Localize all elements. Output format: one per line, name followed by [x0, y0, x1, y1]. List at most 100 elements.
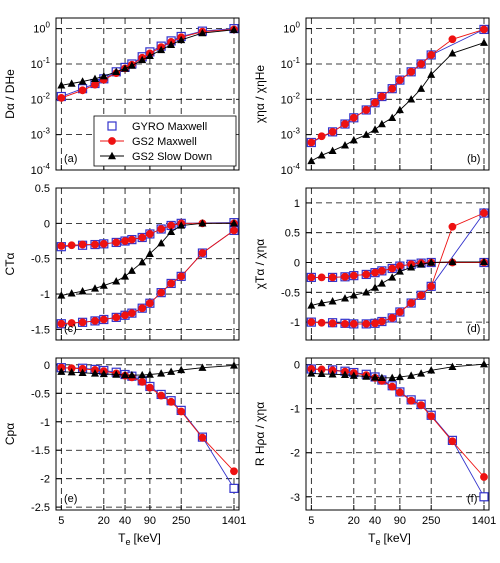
data-point-gs2_slowdown — [57, 367, 66, 375]
data-point-gs2_slowdown — [349, 135, 358, 144]
data-point-gs2_slowdown — [417, 369, 426, 377]
data-point-gs2_slowdown — [307, 301, 316, 309]
data-point-gs2_maxwell — [127, 309, 136, 318]
tick-base: 10 — [31, 59, 43, 71]
y-axis-label: χηα / χηHe — [253, 65, 267, 124]
data-point-gs2_slowdown — [99, 369, 108, 378]
tick-base: 10 — [281, 94, 293, 106]
data-point-gs2_slowdown — [177, 221, 186, 229]
data-point-gs2_maxwell — [145, 299, 154, 308]
data-point-gs2_maxwell — [407, 299, 416, 307]
tick-base: 10 — [31, 165, 43, 177]
tick-exponent: -1 — [43, 56, 51, 65]
y-tick-label: 0.5 — [285, 228, 300, 240]
data-point-gs2_slowdown — [371, 373, 380, 381]
data-point-gs2_slowdown — [121, 272, 130, 280]
data-point-gs2_maxwell — [388, 84, 397, 93]
data-point-gs2_slowdown — [127, 61, 136, 69]
data-point-gs2_slowdown — [427, 70, 436, 78]
data-point-gs2_slowdown — [388, 113, 397, 121]
data-point-gs2_slowdown — [340, 370, 349, 378]
data-point-gs2_maxwell — [67, 319, 76, 327]
legend-entry-gs2_slowdown: GS2 Slow Down — [100, 151, 212, 163]
data-point-gs2_slowdown — [328, 297, 337, 305]
data-point-gs2_slowdown — [138, 370, 147, 379]
data-point-gs2_maxwell — [177, 407, 186, 416]
data-point-gs2_slowdown — [340, 294, 349, 302]
panel-f: 0 -1 -2 -3 (f) R Hρα / χηα — [253, 357, 490, 511]
x-axis-label: Te [keV] — [368, 531, 411, 547]
data-point-gs2_slowdown — [328, 370, 337, 378]
y-tick-label: 10-4 — [31, 162, 51, 177]
panel-frame — [305, 17, 490, 171]
data-point-gs2_slowdown — [362, 288, 371, 296]
tick-base: 10 — [281, 130, 293, 142]
y-tick-label: 10-3 — [31, 127, 51, 142]
y-axis-label: χTα / χηα — [253, 239, 267, 290]
data-point-gs2_maxwell — [377, 266, 386, 275]
data-point-gs2_maxwell — [388, 382, 397, 391]
x-tick-label: 5 — [308, 515, 314, 527]
data-point-gs2_slowdown — [317, 151, 326, 159]
data-point-gs2_maxwell — [99, 315, 108, 324]
data-point-gs2_maxwell — [388, 314, 397, 322]
data-point-gs2_slowdown — [57, 291, 66, 299]
data-point-gs2_slowdown — [198, 28, 207, 37]
data-point-gs2_slowdown — [78, 77, 87, 85]
panel-label: (a) — [64, 153, 77, 165]
data-point-gs2_slowdown — [417, 84, 426, 92]
data-point-gs2_slowdown — [479, 257, 488, 266]
data-point-gs2_maxwell — [480, 473, 488, 481]
data-point-gs2_maxwell — [121, 311, 129, 320]
data-point-gs2_slowdown — [388, 373, 397, 382]
y-tick-label: 10-3 — [281, 127, 301, 142]
data-point-gs2_maxwell — [371, 98, 379, 107]
data-point-gs2_maxwell — [407, 67, 416, 76]
data-point-gs2_maxwell — [417, 60, 426, 68]
x-tick-label: 250 — [422, 515, 440, 527]
data-point-gs2_slowdown — [371, 125, 380, 133]
data-point-gs2_maxwell — [317, 273, 326, 282]
tick-base: 10 — [33, 24, 45, 36]
panel-c: 0.5 0 -0.5 -1 -1.5 (c) CTα — [3, 183, 240, 341]
y-tick-label: 100 — [33, 21, 50, 36]
data-point-gs2_maxwell — [307, 318, 316, 327]
x-tick-label: 1401 — [472, 515, 496, 527]
data-point-gs2_slowdown — [198, 219, 207, 227]
data-point-gs2_slowdown — [177, 365, 186, 374]
data-point-gs2_slowdown — [198, 363, 207, 371]
tick-exponent: -4 — [43, 162, 51, 171]
tick-exponent: -2 — [293, 91, 301, 100]
data-point-gs2_slowdown — [317, 369, 326, 378]
data-point-gs2_maxwell — [78, 86, 87, 95]
data-point-gs2_maxwell — [78, 318, 87, 327]
y-tick-label: 10-2 — [31, 91, 51, 106]
data-point-gs2_maxwell — [317, 318, 326, 327]
y-tick-label: 100 — [283, 21, 300, 36]
legend-label: GYRO Maxwell — [132, 121, 207, 133]
data-point-gs2_maxwell — [448, 35, 457, 44]
data-point-gs2_maxwell — [67, 241, 76, 250]
data-point-gs2_maxwell — [328, 127, 337, 136]
data-point-gs2_slowdown — [167, 367, 176, 375]
data-point-gs2_slowdown — [167, 40, 176, 48]
data-point-gs2_slowdown — [78, 368, 87, 377]
data-point-gs2_maxwell — [395, 388, 404, 397]
data-point-gs2_slowdown — [349, 371, 358, 379]
data-point-gs2_slowdown — [407, 263, 416, 271]
tick-base: 10 — [281, 165, 293, 177]
data-point-gs2_slowdown — [67, 289, 76, 297]
panel-label: (c) — [64, 323, 77, 335]
data-point-gs2_maxwell — [427, 282, 436, 291]
data-point-gs2_maxwell — [328, 273, 337, 282]
data-point-gs2_slowdown — [229, 361, 238, 369]
data-point-gs2_maxwell — [138, 304, 147, 313]
data-point-gs2_maxwell — [377, 317, 386, 326]
tick-base: 10 — [283, 24, 295, 36]
data-point-gs2_slowdown — [138, 55, 147, 64]
y-tick-label: 0 — [294, 360, 300, 372]
data-point-gs2_maxwell — [480, 209, 488, 217]
y-tick-label: -1 — [290, 317, 300, 329]
x-axis-label-unit: [keV] — [134, 531, 161, 545]
